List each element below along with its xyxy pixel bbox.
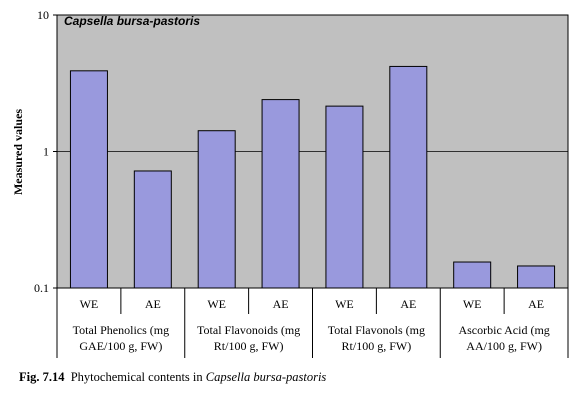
group-label: Rt/100 g, FW) xyxy=(214,339,284,353)
x-tick-label: WE xyxy=(463,297,482,311)
bar xyxy=(133,170,172,289)
x-tick-label: WE xyxy=(207,297,226,311)
y-axis-label: Measured values xyxy=(11,109,25,195)
bars xyxy=(69,65,556,289)
caption-figure-number: Fig. 7.14 xyxy=(19,370,65,384)
group-label: AA/100 g, FW) xyxy=(466,339,542,353)
chart-title: Capsella bursa-pastoris xyxy=(64,14,200,28)
x-tick-label: AE xyxy=(145,297,161,311)
caption-text: Phytochemical contents in xyxy=(70,370,203,384)
labels: WE AE WE AE WE AE WE AE Total Phenolics (mg GAE/1… xyxy=(73,297,550,353)
bar xyxy=(261,99,300,289)
bar xyxy=(69,70,108,289)
group-label: Total Phenolics (mg xyxy=(73,323,169,337)
group-label: Total Flavonols (mg xyxy=(328,323,425,337)
group-label: Ascorbic Acid (mg xyxy=(458,323,549,337)
figure-caption: Fig. 7.14 Phytochemical contents in Caps… xyxy=(19,370,326,385)
bar xyxy=(517,265,556,289)
y-tick-label: 10 xyxy=(37,8,49,22)
group-label: Rt/100 g, FW) xyxy=(342,339,412,353)
x-tick-label: AE xyxy=(528,297,544,311)
y-tick-label: 0.1 xyxy=(34,281,49,295)
group-label: GAE/100 g, FW) xyxy=(79,339,162,353)
x-tick-label: AE xyxy=(273,297,289,311)
caption-species: Capsella bursa-pastoris xyxy=(205,370,327,384)
x-tick-label: WE xyxy=(335,297,354,311)
bar xyxy=(325,105,364,289)
group-label: Total Flavonoids (mg xyxy=(197,323,300,337)
y-tick-label: 1 xyxy=(43,145,49,159)
x-tick-label: AE xyxy=(400,297,416,311)
x-tick-label: WE xyxy=(80,297,99,311)
bar xyxy=(453,261,492,289)
axes: 0.1 1 10 xyxy=(34,8,569,358)
chart: 0.1 1 10 WE AE WE AE WE AE WE AE Total Phenolics (… xyxy=(11,8,569,358)
bar xyxy=(197,130,236,289)
bar xyxy=(389,65,428,289)
